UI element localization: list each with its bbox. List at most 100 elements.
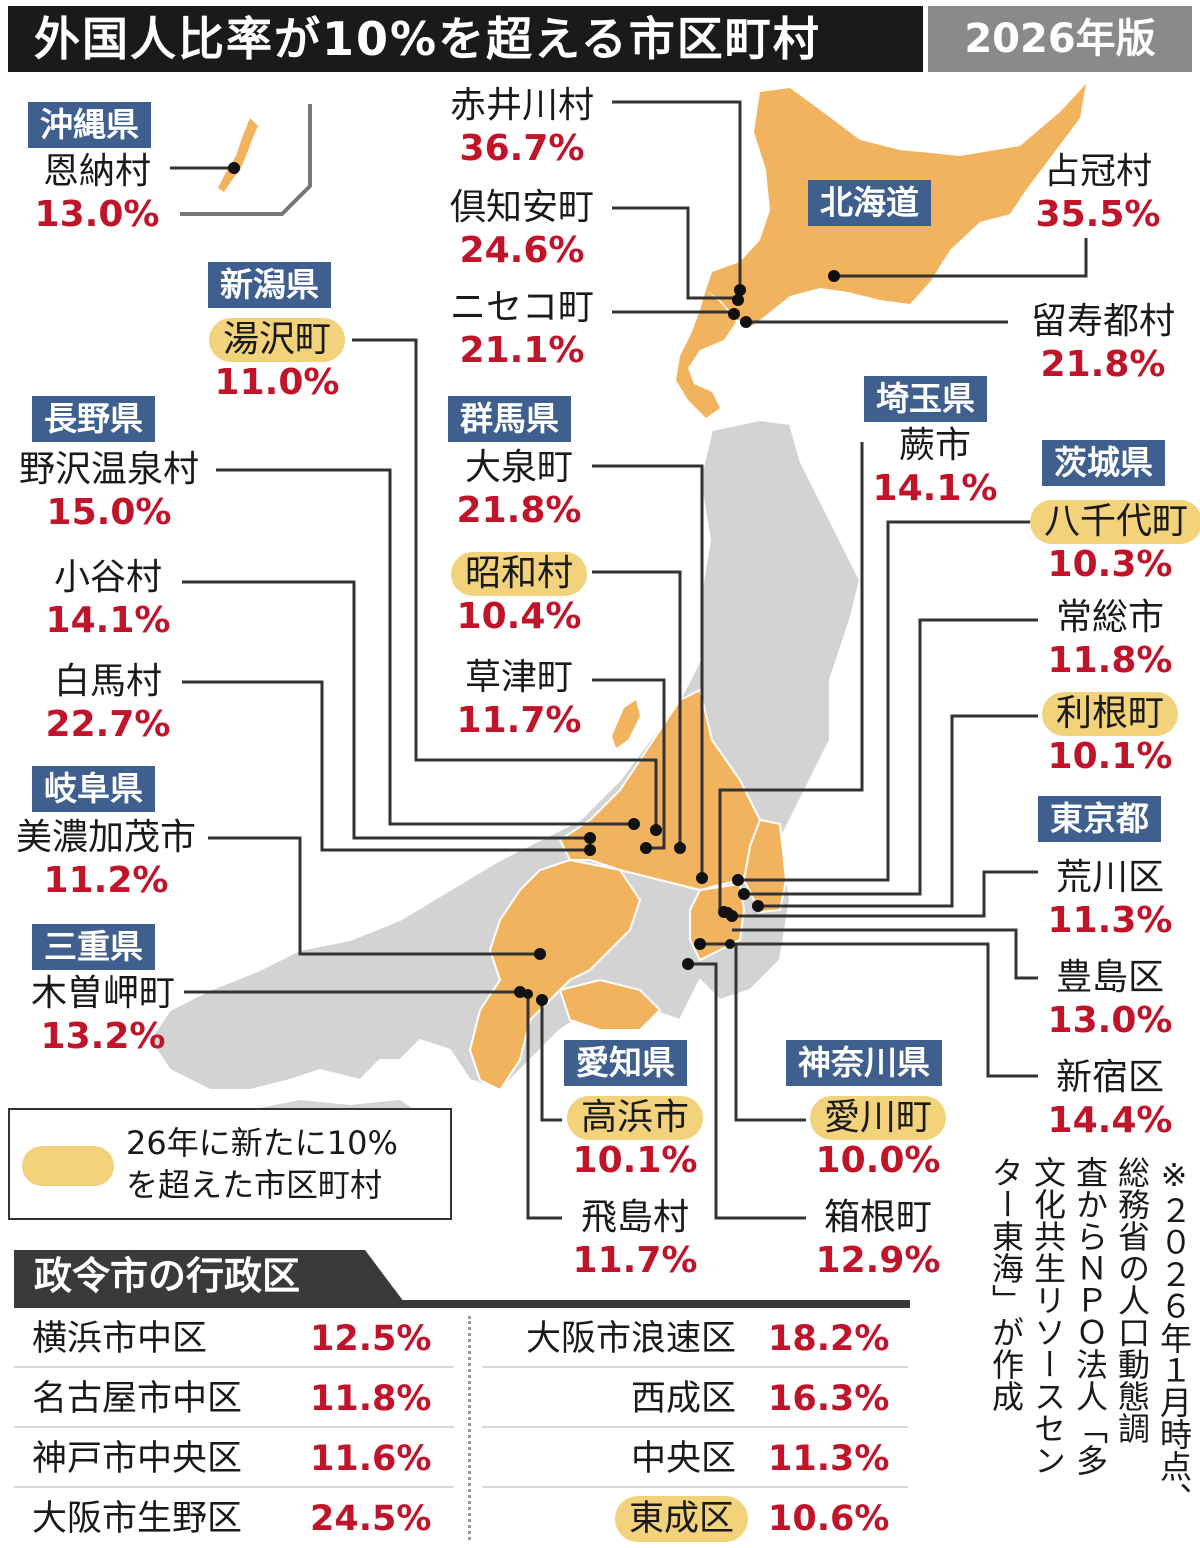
wards-section-header: 政令市の行政区 <box>14 1250 914 1310</box>
sado-island <box>612 700 640 748</box>
municipality-name: 利根町 <box>1041 692 1178 736</box>
ward-row: 名古屋市中区 11.8% <box>14 1370 454 1428</box>
dot-hakuba <box>584 844 596 856</box>
prefecture-aichi: 愛知県 <box>564 1040 687 1086</box>
municipality-percent: 14.1% <box>872 468 998 509</box>
map-legend: 26年に新たに10% を超えた市区町村 <box>8 1108 452 1220</box>
ibaraki-region <box>742 818 788 914</box>
municipality-percent: 24.6% <box>459 230 585 271</box>
label-tone: 利根町 10.1% <box>1030 692 1190 778</box>
municipality-name: 八千代町 <box>1030 500 1200 544</box>
municipality-name: 草津町 <box>464 657 573 698</box>
dot-yuzawa <box>650 824 662 836</box>
legend-swatch <box>22 1146 114 1186</box>
prefecture-tokyo: 東京都 <box>1038 796 1161 842</box>
municipality-name: 高浜市 <box>566 1096 703 1140</box>
municipality-name: 蕨市 <box>898 425 971 466</box>
municipality-name: 野沢温泉村 <box>18 449 199 490</box>
prefecture-kanagawa: 神奈川県 <box>786 1040 942 1086</box>
prefecture-mie: 三重県 <box>32 924 155 970</box>
okinawa-inset-frame <box>180 104 312 216</box>
location-dots <box>228 162 840 1006</box>
municipality-percent: 11.7% <box>456 700 582 741</box>
label-warabi: 蕨市 14.1% <box>862 424 1008 510</box>
municipality-name: 新宿区 <box>1055 1057 1164 1098</box>
prefecture-nagano: 長野県 <box>32 396 155 442</box>
ward-row: 西成区 16.3% <box>482 1370 908 1428</box>
dot-onna <box>228 162 240 174</box>
aichi-region <box>558 978 662 1031</box>
dot-nozawaonsen <box>628 818 640 830</box>
municipality-percent: 36.7% <box>459 128 585 169</box>
municipality-name: 飛島村 <box>580 1197 689 1238</box>
ward-name: 神戸市中央区 <box>32 1439 243 1479</box>
prefecture-gunma: 群馬県 <box>448 396 571 442</box>
ward-percent: 11.8% <box>310 1379 432 1419</box>
municipality-percent: 13.2% <box>40 1016 166 1057</box>
ward-percent: 10.6% <box>768 1499 890 1539</box>
municipality-percent: 21.1% <box>459 330 585 371</box>
dot-akaigawa <box>734 284 746 296</box>
dot-kusatsu <box>640 842 652 854</box>
municipality-name: 恩納村 <box>42 151 151 192</box>
leader-lines <box>170 100 1088 1220</box>
ward-name: 大阪市浪速区 <box>525 1319 736 1359</box>
municipality-name: 常総市 <box>1055 597 1164 638</box>
ward-row: 中央区 11.3% <box>482 1430 908 1488</box>
municipality-percent: 10.1% <box>572 1140 698 1181</box>
municipality-name: 美濃加茂市 <box>15 817 196 858</box>
municipality-percent: 10.1% <box>1047 736 1173 777</box>
municipality-percent: 10.0% <box>815 1140 941 1181</box>
dot-toshima <box>723 907 733 917</box>
ward-percent: 12.5% <box>310 1319 432 1359</box>
ward-percent: 11.6% <box>310 1439 432 1479</box>
label-niseko: ニセコ町 21.1% <box>432 286 612 372</box>
dot-takahama <box>536 994 548 1006</box>
dot-otari <box>584 832 596 844</box>
source-note-line: ター東海」が作成 <box>987 1156 1025 1412</box>
municipality-name: 白馬村 <box>53 661 162 702</box>
municipality-name: 箱根町 <box>823 1197 932 1238</box>
label-yachiyo: 八千代町 10.3% <box>1030 500 1200 586</box>
wards-column-divider <box>468 1316 471 1540</box>
prefecture-saitama: 埼玉県 <box>864 376 987 422</box>
municipality-name: 昭和村 <box>450 552 587 596</box>
municipality-name: 大泉町 <box>464 447 573 488</box>
ward-row: 東成区 10.6% <box>482 1490 908 1548</box>
label-hakuba: 白馬村 22.7% <box>28 660 188 746</box>
municipality-name: 小谷村 <box>53 557 162 598</box>
municipality-name: 倶知安町 <box>449 187 594 228</box>
dot-yachiyo <box>732 874 744 886</box>
municipality-percent: 21.8% <box>456 490 582 531</box>
label-showa: 昭和村 10.4% <box>434 552 604 638</box>
ward-percent: 18.2% <box>768 1319 890 1359</box>
ward-row: 大阪市生野区 24.5% <box>14 1490 454 1548</box>
municipality-percent: 22.7% <box>45 704 171 745</box>
dot-niseko <box>728 308 740 320</box>
ward-name: 大阪市生野区 <box>32 1499 243 1539</box>
prefecture-ibaraki: 茨城県 <box>1042 440 1165 486</box>
ward-name: 横浜市中区 <box>32 1319 208 1359</box>
source-note: ※２０２６年１月時点、 総務省の人口動態調 査からＮＰＯ法人「多 文化共生リソー… <box>978 1156 1194 1546</box>
dot-joso <box>738 888 750 900</box>
dot-rusutsu <box>740 316 752 328</box>
niigata-nagano-gunma-region <box>558 688 761 892</box>
ward-name: 西成区 <box>630 1379 736 1419</box>
municipality-name: 留寿都村 <box>1030 301 1175 342</box>
label-kutchan: 倶知安町 24.6% <box>432 186 612 272</box>
municipality-name: 赤井川村 <box>449 85 594 126</box>
municipality-percent: 10.4% <box>456 596 582 637</box>
municipality-percent: 11.7% <box>572 1240 698 1281</box>
municipality-percent: 11.2% <box>43 860 169 901</box>
ward-row: 大阪市浪速区 18.2% <box>482 1310 908 1368</box>
municipality-name: 木曽岬町 <box>30 973 175 1014</box>
label-aikawa: 愛川町 10.0% <box>800 1096 956 1182</box>
municipality-name: 豊島区 <box>1055 957 1164 998</box>
ward-name: 中央区 <box>630 1439 736 1479</box>
ward-percent: 24.5% <box>310 1499 432 1539</box>
prefecture-niigata: 新潟県 <box>208 262 331 308</box>
edition-badge: 2026年版 <box>928 6 1192 72</box>
municipality-percent: 15.0% <box>46 492 172 533</box>
label-hakone: 箱根町 12.9% <box>800 1196 956 1282</box>
label-kusatsu: 草津町 11.7% <box>434 656 604 742</box>
